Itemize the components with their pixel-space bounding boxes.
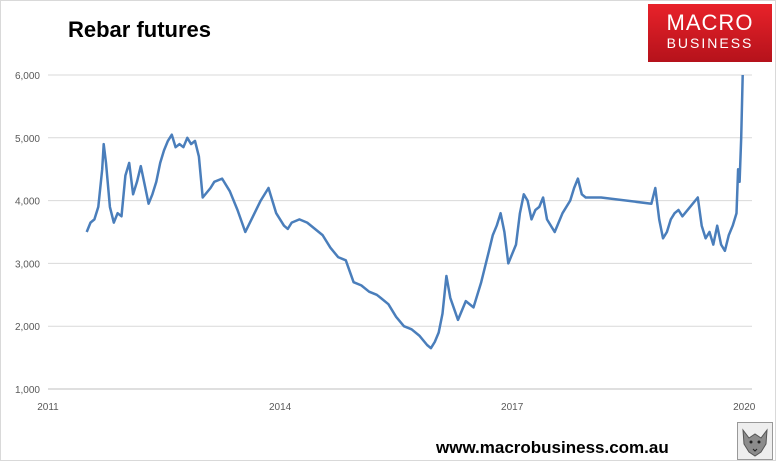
x-tick-label: 2014 [269,402,292,413]
series-line [85,74,744,350]
y-axis-ticks: 1,000 2,000 3,000 4,000 5,000 6,000 [15,71,40,396]
x-tick-label: 2020 [733,402,756,413]
series-lines [85,74,744,350]
x-axis-ticks: 2011 2014 2017 2020 [37,402,756,413]
y-tick-label: 4,000 [15,197,40,208]
logo-line1: MACRO [666,10,754,35]
logo-line2: BUSINESS [666,35,754,51]
y-tick-label: 6,000 [15,71,40,82]
y-tick-label: 3,000 [15,259,40,270]
y-tick-label: 1,000 [15,385,40,396]
gridlines [48,74,752,390]
y-tick-label: 5,000 [15,134,40,145]
wolf-logo-icon [737,422,773,460]
x-tick-label: 2017 [501,402,524,413]
website-url[interactable]: www.macrobusiness.com.au [436,438,669,457]
chart-title: Rebar futures [68,17,212,42]
x-tick-label: 2011 [37,402,59,413]
y-tick-label: 2,000 [15,322,40,333]
macrobusiness-logo: MACRO BUSINESS [648,4,772,62]
